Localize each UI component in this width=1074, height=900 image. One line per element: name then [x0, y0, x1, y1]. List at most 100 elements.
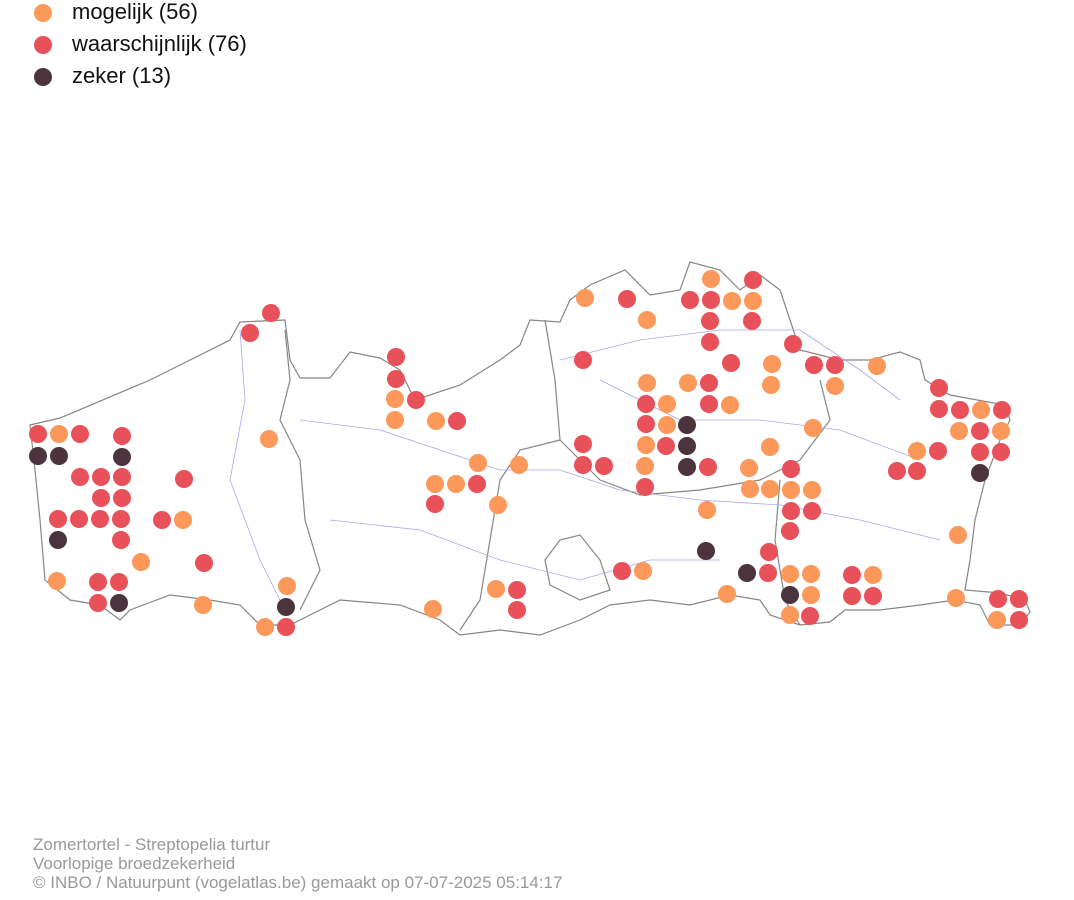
observation-dot [989, 590, 1007, 608]
observation-dot [826, 356, 844, 374]
observation-dot [92, 489, 110, 507]
footer: Zomertortel - Streptopelia turturVoorlop… [33, 835, 562, 892]
observation-dot [930, 400, 948, 418]
observation-dot [971, 422, 989, 440]
observation-dot [426, 475, 444, 493]
observation-dot [636, 478, 654, 496]
observation-dot [782, 460, 800, 478]
observation-dot [595, 457, 613, 475]
observation-dot [110, 594, 128, 612]
legend-label: mogelijk (56) [72, 0, 198, 24]
observation-dot [29, 425, 47, 443]
observation-dot [89, 573, 107, 591]
observation-dot [256, 618, 274, 636]
observation-dot [387, 370, 405, 388]
observation-dot [91, 510, 109, 528]
observation-dot [618, 290, 636, 308]
observation-dot [637, 436, 655, 454]
observation-dot [574, 351, 592, 369]
observation-dot [741, 480, 759, 498]
observation-dot [574, 435, 592, 453]
observation-dot [678, 458, 696, 476]
observation-dot [113, 489, 131, 507]
observation-dot [175, 470, 193, 488]
observation-dot [864, 587, 882, 605]
observation-dot [929, 442, 947, 460]
observation-dot [48, 572, 66, 590]
observation-dot [972, 401, 990, 419]
footer-line: Zomertortel - Streptopelia turtur [33, 835, 270, 854]
observation-dot [49, 510, 67, 528]
observation-dot [781, 565, 799, 583]
observation-dot [71, 468, 89, 486]
observation-dot [698, 501, 716, 519]
observation-dot [718, 585, 736, 603]
observation-dot [781, 522, 799, 540]
observation-dot [950, 422, 968, 440]
observation-dot [701, 333, 719, 351]
observation-dot [868, 357, 886, 375]
observation-dot [1010, 590, 1028, 608]
observation-dot [744, 271, 762, 289]
observation-dot [782, 502, 800, 520]
observation-dot [508, 581, 526, 599]
observation-dot [908, 442, 926, 460]
legend: mogelijk (56) waarschijnlijk (76) zeker (1… [34, 0, 247, 88]
observation-dot [510, 456, 528, 474]
observation-dot [386, 390, 404, 408]
observation-dot [888, 462, 906, 480]
observation-dot [992, 443, 1010, 461]
observation-dot [678, 437, 696, 455]
region-outline [29, 261, 1031, 636]
observation-dot [174, 511, 192, 529]
observation-dot [71, 425, 89, 443]
observation-dot [843, 587, 861, 605]
observation-dot [805, 356, 823, 374]
observation-dot [29, 447, 47, 465]
observation-dot [784, 335, 802, 353]
observation-dot [702, 291, 720, 309]
observation-dot [112, 510, 130, 528]
observation-dot [804, 419, 822, 437]
observation-dot [722, 354, 740, 372]
observation-dot [469, 454, 487, 472]
observation-dot [701, 312, 719, 330]
observation-dot [638, 311, 656, 329]
observation-dot [678, 416, 696, 434]
observation-dot [241, 324, 259, 342]
observation-dot [802, 565, 820, 583]
observation-dot [681, 291, 699, 309]
observation-dot [448, 412, 466, 430]
observation-dot [761, 480, 779, 498]
observation-dot [738, 564, 756, 582]
observation-dot [826, 377, 844, 395]
observation-dot [387, 348, 405, 366]
observation-dot [760, 543, 778, 561]
observation-dot [278, 577, 296, 595]
observation-dot [50, 447, 68, 465]
observation-dot [426, 495, 444, 513]
observation-dot [194, 596, 212, 614]
observation-dot [744, 292, 762, 310]
observation-dot [762, 376, 780, 394]
observation-dot [781, 606, 799, 624]
observation-dot [759, 564, 777, 582]
observation-dot [949, 526, 967, 544]
observation-dot [988, 611, 1006, 629]
observation-dot [740, 459, 758, 477]
observation-dot [971, 464, 989, 482]
observation-dot [700, 374, 718, 392]
observation-dot [781, 586, 799, 604]
observation-dot [763, 355, 781, 373]
observation-dot [637, 395, 655, 413]
legend-swatch [34, 4, 52, 22]
observation-dot [489, 496, 507, 514]
observation-dot [50, 425, 68, 443]
legend-swatch [34, 36, 52, 54]
observation-dot [697, 542, 715, 560]
observation-dot [277, 598, 295, 616]
observation-dot [424, 600, 442, 618]
observation-dot [427, 412, 445, 430]
legend-swatch [34, 68, 52, 86]
